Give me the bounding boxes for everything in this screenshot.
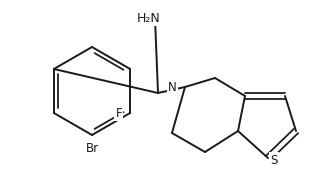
Text: H₂N: H₂N — [136, 12, 160, 24]
Text: N: N — [168, 81, 177, 93]
Text: F: F — [116, 106, 122, 120]
Text: Br: Br — [85, 142, 99, 155]
Text: S: S — [270, 153, 278, 166]
